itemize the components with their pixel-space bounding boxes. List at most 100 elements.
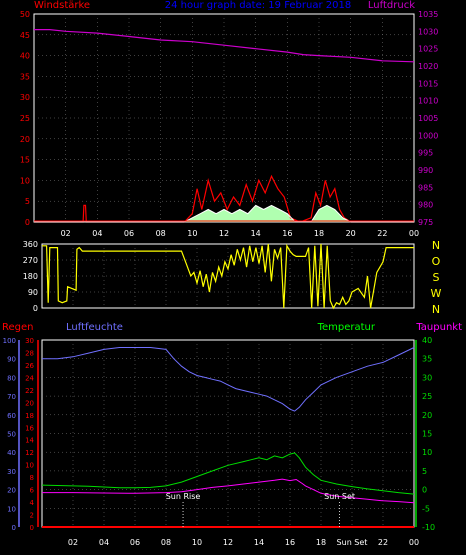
rain-tick-label: 10 xyxy=(25,462,34,470)
pressure-tick-label: 990 xyxy=(418,166,433,175)
temperature-tick-label: -5 xyxy=(422,504,430,513)
humidity-tick-label: 70 xyxy=(7,393,16,401)
wind-tick-label: 30 xyxy=(20,93,30,102)
temperature-tick-label: 25 xyxy=(422,392,432,401)
temperature-tick-label: 10 xyxy=(422,448,432,457)
humidity-tick-label: 60 xyxy=(7,412,16,420)
pressure-line xyxy=(34,29,415,63)
temperature-tick-label: 30 xyxy=(422,373,432,382)
humidity-x-tick-label: 18 xyxy=(316,538,326,547)
compass-tick-label: W xyxy=(431,287,442,300)
humidity-tick-label: 50 xyxy=(7,431,16,439)
humidity-x-tick-label: 10 xyxy=(192,538,202,547)
wind-axis-label: Windstärke xyxy=(34,0,90,11)
wind-x-tick-label: 08 xyxy=(156,229,166,238)
pressure-tick-label: 980 xyxy=(418,201,433,210)
temperature-tick-label: 35 xyxy=(422,355,432,364)
direction-tick-label: 90 xyxy=(28,288,38,297)
humidity-tick-label: 20 xyxy=(7,487,16,495)
rain-tick-label: 18 xyxy=(25,412,34,420)
rain-tick-label: 22 xyxy=(25,387,34,395)
temperature-axis-label: Temperatur xyxy=(317,322,376,333)
temperature-tick-label: -10 xyxy=(422,523,435,532)
rain-tick-label: 8 xyxy=(30,474,34,482)
pressure-axis-label: Luftdruck xyxy=(368,0,415,11)
sun-annotation-label: Sun Set xyxy=(324,492,355,501)
direction-tick-label: 180 xyxy=(23,272,38,281)
wind-tick-label: 20 xyxy=(20,135,30,144)
humidity-tick-label: 40 xyxy=(7,449,16,457)
rain-tick-label: 20 xyxy=(25,399,34,407)
pressure-tick-label: 975 xyxy=(418,218,433,227)
wind-tick-label: 10 xyxy=(20,176,30,185)
wind-x-tick-label: 22 xyxy=(377,229,387,238)
pressure-tick-label: 1025 xyxy=(418,45,438,54)
humidity-x-tick-label: 12 xyxy=(223,538,233,547)
sun-annotation-label: Sun Rise xyxy=(166,492,201,501)
rain-tick-label: 24 xyxy=(25,374,34,382)
humidity-x-tick-label: 14 xyxy=(254,538,264,547)
wind-x-tick-label: 10 xyxy=(187,229,197,238)
wind-direction-line xyxy=(42,243,414,310)
humidity-line xyxy=(42,347,415,412)
wind-average-line xyxy=(34,204,414,223)
humidity-x-tick-label: 22 xyxy=(378,538,388,547)
compass-tick-label: N xyxy=(432,239,440,252)
wind-x-tick-label: 12 xyxy=(219,229,229,238)
wind-tick-label: 35 xyxy=(20,72,30,81)
temperature-line xyxy=(41,452,415,495)
rain-tick-label: 26 xyxy=(25,362,34,370)
temperature-tick-label: 0 xyxy=(422,486,427,495)
dewpoint-line xyxy=(42,478,415,504)
wind-tick-label: 5 xyxy=(25,197,30,206)
dewpoint-axis-label: Taupunkt xyxy=(415,322,462,333)
humidity-tick-label: 30 xyxy=(7,468,16,476)
humidity-x-tick-label: 02 xyxy=(68,538,78,547)
humidity-x-tick-label: 16 xyxy=(285,538,295,547)
rain-tick-label: 6 xyxy=(30,487,35,495)
wind-tick-label: 45 xyxy=(20,31,30,40)
rain-tick-label: 0 xyxy=(30,524,34,532)
temperature-tick-label: 40 xyxy=(422,336,432,345)
rain-tick-label: 4 xyxy=(30,499,35,507)
wind-x-tick-label: 18 xyxy=(314,229,324,238)
direction-tick-label: 0 xyxy=(33,304,38,313)
compass-tick-label: N xyxy=(432,303,440,316)
rain-tick-label: 2 xyxy=(30,512,34,520)
humidity-x-tick-label: 04 xyxy=(99,538,109,547)
wind-x-tick-label: 04 xyxy=(92,229,102,238)
wind-tick-label: 40 xyxy=(20,52,30,61)
wind-x-tick-label: 02 xyxy=(61,229,71,238)
pressure-tick-label: 1010 xyxy=(418,97,438,106)
direction-tick-label: 270 xyxy=(23,256,38,265)
wind-tick-label: 15 xyxy=(20,156,30,165)
pressure-tick-label: 1000 xyxy=(418,131,438,140)
humidity-x-tick-label: 08 xyxy=(161,538,171,547)
wind-x-tick-label: 16 xyxy=(282,229,292,238)
humidity-x-tick-label: 00 xyxy=(409,538,419,547)
pressure-tick-label: 995 xyxy=(418,149,433,158)
humidity-tick-label: 10 xyxy=(7,505,16,513)
compass-tick-label: O xyxy=(432,255,441,268)
temperature-tick-label: 20 xyxy=(422,411,432,420)
compass-tick-label: S xyxy=(433,271,440,284)
wind-tick-label: 0 xyxy=(25,218,30,227)
humidity-tick-label: 90 xyxy=(7,356,16,364)
wind-x-tick-label: 14 xyxy=(251,229,261,238)
wind-tick-label: 50 xyxy=(20,10,30,19)
rain-axis-label: Regen xyxy=(2,322,34,333)
humidity-tick-label: 0 xyxy=(12,524,16,532)
wind-tick-label: 25 xyxy=(20,114,30,123)
pressure-tick-label: 1030 xyxy=(418,27,438,36)
pressure-tick-label: 1035 xyxy=(418,10,438,19)
pressure-tick-label: 1020 xyxy=(418,62,438,71)
humidity-x-tick-label: Sun Set xyxy=(337,538,368,547)
rain-tick-label: 30 xyxy=(25,337,34,345)
pressure-tick-label: 985 xyxy=(418,183,433,192)
humidity-tick-label: 100 xyxy=(3,337,16,345)
wind-x-tick-label: 20 xyxy=(346,229,356,238)
humidity-axis-label: Luftfeuchte xyxy=(66,322,123,333)
rain-tick-label: 14 xyxy=(25,437,34,445)
rain-tick-label: 12 xyxy=(25,449,34,457)
